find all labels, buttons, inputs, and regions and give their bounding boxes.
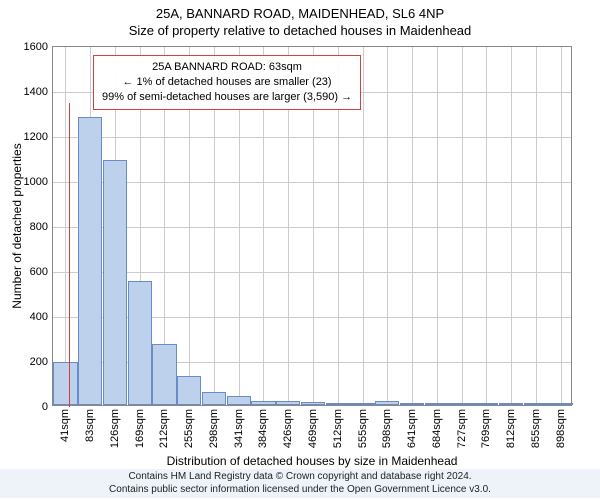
xtick-label: 341sqm	[233, 409, 245, 448]
xtick-label: 855sqm	[530, 409, 542, 448]
ytick-label: 1000	[24, 176, 48, 188]
xtick-label: 769sqm	[480, 409, 492, 448]
gridline-v	[363, 47, 364, 405]
gridline-v	[561, 47, 562, 405]
gridline-v	[437, 47, 438, 405]
histogram-bar	[53, 362, 77, 405]
gridline-v	[511, 47, 512, 405]
xtick-label: 727sqm	[456, 409, 468, 448]
histogram-bar	[449, 403, 473, 405]
callout-connector	[69, 103, 70, 407]
xtick-label: 641sqm	[406, 409, 418, 448]
ytick-label: 1200	[24, 131, 48, 143]
callout-line2: ← 1% of detached houses are smaller (23)	[102, 75, 352, 90]
xtick-label: 384sqm	[257, 409, 269, 448]
gridline-v	[387, 47, 388, 405]
gridline-v	[412, 47, 413, 405]
histogram-bar	[78, 117, 102, 405]
title-address: 25A, BANNARD ROAD, MAIDENHEAD, SL6 4NP	[0, 6, 600, 23]
xtick-label: 41sqm	[59, 409, 71, 442]
ytick-label: 800	[30, 221, 48, 233]
histogram-bar	[152, 344, 176, 405]
xtick-label: 469sqm	[307, 409, 319, 448]
chart-area: 25A BANNARD ROAD: 63sqm ← 1% of detached…	[52, 46, 572, 406]
attribution-footer: Contains HM Land Registry data © Crown c…	[0, 469, 600, 498]
histogram-bar	[227, 396, 251, 405]
gridline-h	[53, 182, 571, 183]
gridline-h	[53, 137, 571, 138]
histogram-bar	[400, 403, 424, 405]
gridline-v	[462, 47, 463, 405]
footer-line1: Contains HM Land Registry data © Crown c…	[4, 471, 596, 484]
ytick-label: 200	[30, 356, 48, 368]
histogram-bar	[350, 403, 374, 405]
gridline-v	[536, 47, 537, 405]
chart-title-block: 25A, BANNARD ROAD, MAIDENHEAD, SL6 4NP S…	[0, 0, 600, 40]
gridline-v	[486, 47, 487, 405]
histogram-bar	[326, 403, 350, 405]
histogram-bar	[474, 403, 498, 405]
title-subtitle: Size of property relative to detached ho…	[0, 23, 600, 40]
xtick-label: 83sqm	[84, 409, 96, 442]
xtick-label: 512sqm	[332, 409, 344, 448]
gridline-h	[53, 227, 571, 228]
gridline-h	[53, 272, 571, 273]
callout-line3: 99% of semi-detached houses are larger (…	[102, 90, 352, 105]
y-axis-label: Number of detached properties	[10, 46, 24, 406]
ytick-label: 600	[30, 266, 48, 278]
callout-line1: 25A BANNARD ROAD: 63sqm	[102, 60, 352, 75]
xtick-label: 598sqm	[381, 409, 393, 448]
xtick-label: 812sqm	[505, 409, 517, 448]
plot-area: 25A BANNARD ROAD: 63sqm ← 1% of detached…	[52, 46, 572, 406]
callout-box: 25A BANNARD ROAD: 63sqm ← 1% of detached…	[93, 55, 361, 110]
histogram-bar	[524, 403, 548, 405]
histogram-bar	[128, 281, 152, 405]
footer-line2: Contains public sector information licen…	[4, 484, 596, 497]
histogram-bar	[202, 392, 226, 406]
gridline-v	[65, 47, 66, 405]
histogram-bar	[276, 401, 300, 405]
histogram-bar	[177, 376, 201, 405]
xtick-label: 684sqm	[431, 409, 443, 448]
ytick-label: 1600	[24, 41, 48, 53]
xtick-label: 298sqm	[208, 409, 220, 448]
ytick-label: 1400	[24, 86, 48, 98]
ytick-label: 400	[30, 311, 48, 323]
histogram-bar	[251, 401, 275, 406]
xtick-label: 212sqm	[158, 409, 170, 448]
histogram-bar	[425, 403, 449, 405]
x-axis-label: Distribution of detached houses by size …	[52, 454, 572, 468]
xtick-label: 898sqm	[555, 409, 567, 448]
histogram-bar	[499, 403, 523, 405]
histogram-bar	[301, 402, 325, 405]
xtick-label: 126sqm	[109, 409, 121, 448]
histogram-bar	[548, 403, 572, 405]
xtick-label: 169sqm	[134, 409, 146, 448]
xtick-label: 555sqm	[357, 409, 369, 448]
ytick-label: 0	[42, 401, 48, 413]
histogram-bar	[103, 160, 127, 405]
xtick-label: 426sqm	[282, 409, 294, 448]
xtick-label: 255sqm	[183, 409, 195, 448]
histogram-bar	[375, 401, 399, 406]
